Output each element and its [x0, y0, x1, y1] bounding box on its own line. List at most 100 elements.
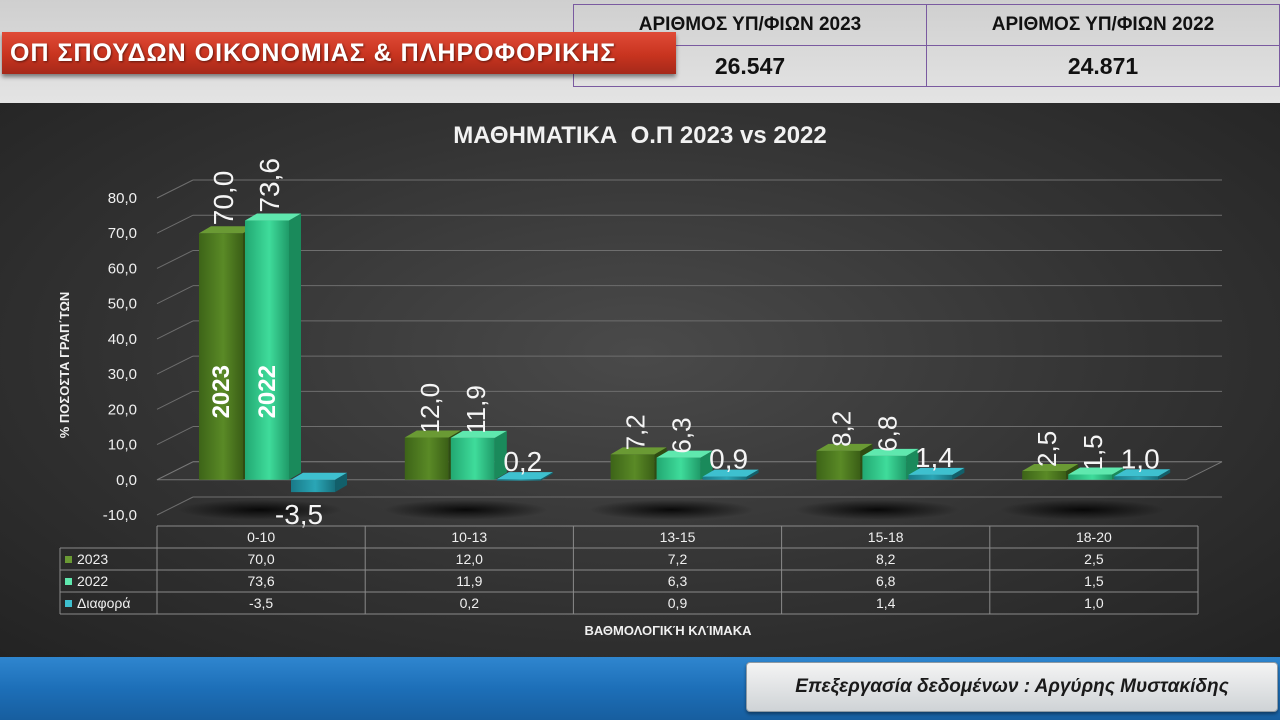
table-cell: 2,5 [1084, 551, 1104, 567]
table-cell: 6,8 [876, 573, 896, 589]
table-cell: -3,5 [249, 595, 273, 611]
gridline-side [156, 179, 194, 199]
bar-top [1068, 467, 1125, 475]
data-label: 11,9 [461, 385, 491, 434]
credit-label: Επεξεργασία δεδομένων : Αργύρης Μυστακίδ… [746, 662, 1278, 712]
data-label: -3,5 [275, 499, 323, 530]
data-label: 1,4 [915, 442, 954, 473]
gridline-side [156, 355, 194, 375]
bar-side [746, 469, 759, 480]
bar-top [291, 472, 347, 480]
data-label: 7,2 [621, 414, 651, 450]
y-tick-label: 50,0 [108, 296, 137, 313]
y-tick-label: 0,0 [116, 472, 137, 489]
x-tick-label: 15-18 [868, 529, 904, 545]
bar-2023-15-18 [816, 450, 861, 480]
table-cell: 6,3 [668, 573, 688, 589]
bar-Διαφορά-15-18 [908, 474, 953, 480]
bar-top [1114, 469, 1171, 477]
legend-entry: 2022 [77, 573, 108, 589]
gridline-side [156, 285, 194, 305]
bar-2022-10-13 [450, 437, 495, 480]
chart-panel: ΜΑΘΗΜΑΤΙΚΑ Ο.Π 2023 vs 2022 -10,0 0,0 10,0… [0, 103, 1280, 657]
bar-2022-15-18 [862, 455, 907, 480]
bar-top [702, 469, 759, 477]
y-tick-label: 60,0 [108, 260, 137, 277]
floor-shadow [177, 499, 343, 520]
floor-shadow [794, 499, 960, 520]
x-axis-label: ΒΑΘΜΟΛΟΓΙΚΉ ΚΛΊΜΑΚΑ [585, 623, 753, 638]
bar-Διαφορά-0-10 [291, 479, 335, 493]
x-tick-label: 13-15 [660, 529, 696, 545]
bar-top [496, 472, 553, 480]
table-cell: 1,0 [1084, 595, 1104, 611]
y-tick-label: 30,0 [108, 366, 137, 383]
data-label: 0,2 [503, 446, 542, 477]
bar-top [1022, 463, 1079, 471]
students-count-table: ΑΡΙΘΜΟΣ ΥΠ/ΦΙΩΝ 2023 ΑΡΙΘΜΟΣ ΥΠ/ΦΙΩΝ 202… [573, 4, 1280, 87]
bar-top [199, 226, 255, 234]
bar-side [289, 213, 301, 480]
legend-swatch [65, 600, 72, 607]
table-cell: 0,9 [668, 595, 688, 611]
y-tick-label: 70,0 [108, 225, 137, 242]
table-cell: 73,6 [247, 573, 274, 589]
bar-top [404, 430, 461, 438]
legend-swatch [65, 556, 72, 563]
bar-top [816, 443, 873, 451]
stats-label-2022: ΑΡΙΘΜΟΣ ΥΠ/ΦΙΩΝ 2022 [926, 4, 1280, 46]
bar-Διαφορά-13-15 [702, 476, 747, 480]
bar-2022-13-15 [656, 457, 701, 480]
bar-side [952, 467, 965, 480]
table-cell: 1,5 [1084, 573, 1104, 589]
y-tick-label: 80,0 [108, 190, 137, 207]
bar-top [610, 447, 667, 455]
page-title-banner: ΟΠ ΣΠΟΥΔΩΝ ΟΙΚΟΝΟΜΙΑΣ & ΠΛΗΡΟΦΟΡΙΚΗΣ [2, 32, 676, 74]
in-bar-label: 2022 [254, 365, 281, 418]
data-label: 73,6 [254, 158, 285, 213]
bar-side [335, 472, 347, 493]
bar-2023-18-20 [1022, 470, 1067, 480]
data-label: 1,5 [1078, 434, 1108, 470]
x-tick-label: 10-13 [451, 529, 487, 545]
x-tick-label: 0-10 [247, 529, 275, 545]
legend-entry: Διαφορά [77, 595, 130, 611]
bar-top [656, 450, 713, 458]
bar-chart: ΜΑΘΗΜΑΤΙΚΑ Ο.Π 2023 vs 2022 -10,0 0,0 10,0… [57, 122, 1223, 638]
bar-2023-10-13 [404, 437, 449, 480]
bar-2023-13-15 [610, 454, 655, 480]
table-cell: 1,4 [876, 595, 896, 611]
bar-2023-0-10 [199, 233, 243, 480]
y-tick-label: 10,0 [108, 437, 137, 454]
legend-entry: 2023 [77, 551, 108, 567]
bar-top [908, 467, 965, 475]
bar-top [862, 448, 919, 456]
data-label: 6,8 [872, 416, 902, 452]
bar-2022-18-20 [1068, 474, 1113, 480]
gridline-side [156, 390, 194, 410]
table-cell: 8,2 [876, 551, 896, 567]
bar-2022-0-10 [245, 220, 289, 480]
bar-Διαφορά-18-20 [1114, 476, 1159, 480]
table-cell: 0,2 [460, 595, 480, 611]
data-label: 2,5 [1032, 431, 1062, 467]
gridline-side [156, 426, 194, 446]
bar-side [540, 472, 553, 481]
table-cell: 70,0 [247, 551, 274, 567]
floor-shadow [589, 499, 754, 520]
stats-value-2023: 26.547 [573, 45, 927, 87]
x-tick-label: 18-20 [1076, 529, 1112, 545]
bar-top [450, 430, 507, 438]
bar-side [494, 430, 507, 480]
floor-shadow [1000, 499, 1166, 520]
table-cell: 12,0 [456, 551, 483, 567]
y-tick-label: -10,0 [103, 507, 137, 524]
table-cell: 11,9 [456, 573, 482, 589]
stats-value-2022: 24.871 [926, 45, 1280, 87]
y-axis-label: % ΠΟΣΟΣΤΑ ΓΡΑΠ΄ΤΩΝ [57, 292, 72, 439]
y-tick-label: 20,0 [108, 401, 137, 418]
chart-title: ΜΑΘΗΜΑΤΙΚΑ Ο.Π 2023 vs 2022 [453, 122, 827, 149]
bar-top [245, 213, 301, 221]
data-label: 6,3 [667, 417, 697, 453]
data-label: 1,0 [1121, 443, 1160, 474]
